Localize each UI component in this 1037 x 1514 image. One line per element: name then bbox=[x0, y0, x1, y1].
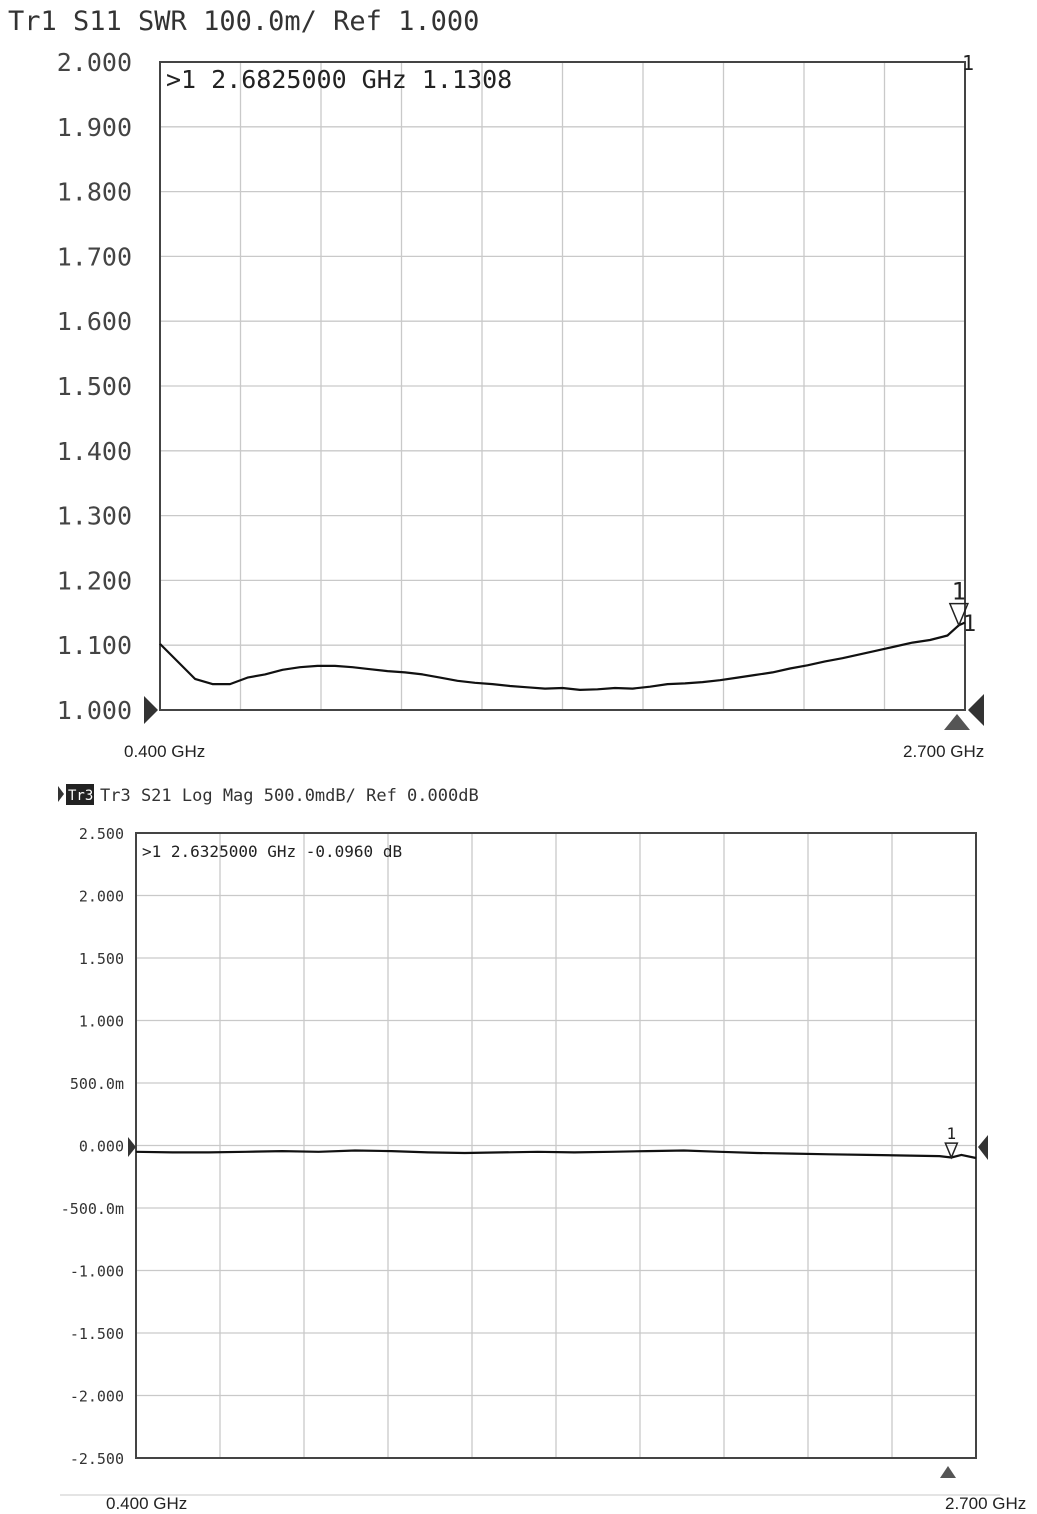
s11-marker-number: 1 bbox=[952, 578, 966, 606]
s11-plot-frame bbox=[159, 61, 966, 711]
s21-y-tick-label: 2.000 bbox=[79, 888, 124, 906]
s21-x-start-label: 0.400 GHz bbox=[106, 1494, 187, 1513]
s11-y-tick-label: 1.800 bbox=[57, 178, 132, 207]
s21-y-tick-label: 500.0m bbox=[70, 1075, 124, 1093]
s11-ref-arrow-icon bbox=[144, 696, 158, 724]
s11-stop-arrow-icon bbox=[968, 694, 984, 726]
s21-trace-indicator-icon bbox=[58, 786, 64, 802]
s21-y-tick-label: 2.500 bbox=[79, 825, 124, 843]
s21-y-tick-label: 0.000 bbox=[79, 1138, 124, 1156]
s11-trace bbox=[159, 621, 966, 691]
s11-y-tick-label: 2.000 bbox=[57, 48, 132, 77]
s21-trace bbox=[135, 1149, 977, 1160]
s21-header: Tr3 S21 Log Mag 500.0mdB/ Ref 0.000dB bbox=[100, 786, 479, 806]
s21-y-tick-label: -2.000 bbox=[70, 1388, 124, 1406]
s11-marker-1: 11 bbox=[948, 578, 976, 637]
s11-marker-side-number: 1 bbox=[963, 612, 976, 637]
s21-trace-badge-label: Tr3 bbox=[68, 788, 93, 804]
s11-y-tick-label: 1.300 bbox=[57, 502, 132, 531]
s21-trace-line bbox=[135, 1149, 977, 1160]
s11-y-tick-label: 1.200 bbox=[57, 566, 132, 595]
s11-y-axis: 2.000 1.900 1.800 1.700 1.600 1.500 1.400 1.300… bbox=[57, 48, 132, 725]
s21-y-tick-label: -500.0m bbox=[61, 1200, 124, 1218]
s11-swr-chart: Tr1 S11 SWR 100.0m/ Ref 1.000 2.000 1.900… bbox=[8, 6, 984, 761]
s11-y-tick-label: 1.500 bbox=[57, 372, 132, 401]
s21-marker-1: 1 bbox=[944, 1124, 959, 1160]
s11-grid bbox=[160, 62, 965, 710]
s11-y-tick-label: 1.900 bbox=[57, 113, 132, 142]
s11-y-tick-label: 1.400 bbox=[57, 437, 132, 466]
s11-corner-label: 1 bbox=[962, 51, 974, 75]
s21-marker-triangle-icon bbox=[944, 1142, 959, 1160]
s11-marker-triangle-icon bbox=[948, 602, 970, 628]
s11-trace-line bbox=[159, 621, 966, 691]
s21-plot-frame bbox=[135, 832, 977, 1459]
s11-x-start-label: 0.400 GHz bbox=[124, 742, 205, 761]
s21-ref-arrow-icon bbox=[128, 1137, 136, 1157]
s21-logmag-chart: Tr3 Tr3 S21 Log Mag 500.0mdB/ Ref 0.000d… bbox=[58, 784, 1026, 1513]
s21-marker-number: 1 bbox=[947, 1124, 957, 1143]
s21-y-tick-label: -1.000 bbox=[70, 1263, 124, 1281]
s21-y-tick-label: 1.000 bbox=[79, 1013, 124, 1031]
s11-y-tick-label: 1.100 bbox=[57, 631, 132, 660]
s21-y-tick-label: -1.500 bbox=[70, 1325, 124, 1343]
s21-x-stop-label: 2.700 GHz bbox=[945, 1494, 1026, 1513]
s11-x-stop-label: 2.700 GHz bbox=[903, 742, 984, 761]
s11-y-tick-label: 1.000 bbox=[57, 696, 132, 725]
s11-marker-readout: >1 2.6825000 GHz 1.1308 bbox=[166, 65, 512, 94]
s21-active-marker-triangle-icon bbox=[940, 1466, 956, 1478]
s21-marker-readout: >1 2.6325000 GHz -0.0960 dB bbox=[142, 842, 402, 861]
s21-y-tick-label: -2.500 bbox=[70, 1450, 124, 1468]
s21-stop-arrow-icon bbox=[978, 1135, 988, 1160]
s21-y-axis: 2.500 2.000 1.500 1.000 500.0m 0.000 -500.0m -1… bbox=[61, 825, 124, 1468]
s21-y-tick-label: 1.500 bbox=[79, 950, 124, 968]
s11-y-tick-label: 1.600 bbox=[57, 307, 132, 336]
s11-header: Tr1 S11 SWR 100.0m/ Ref 1.000 bbox=[8, 6, 479, 37]
s21-grid bbox=[136, 833, 976, 1458]
s11-y-tick-label: 1.700 bbox=[57, 242, 132, 271]
s21-trace-badge bbox=[66, 784, 94, 805]
s11-active-marker-triangle-icon bbox=[944, 714, 970, 730]
